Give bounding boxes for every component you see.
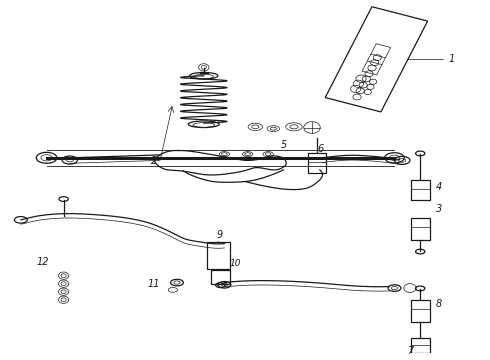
Text: 8: 8 bbox=[436, 299, 442, 309]
Text: 9: 9 bbox=[216, 230, 222, 240]
Bar bbox=[411, 338, 430, 353]
Text: 1: 1 bbox=[448, 54, 455, 64]
Bar bbox=[207, 242, 229, 269]
Text: 12: 12 bbox=[37, 257, 49, 267]
Bar bbox=[411, 180, 430, 200]
Text: 2: 2 bbox=[151, 157, 157, 166]
Text: 7: 7 bbox=[407, 346, 413, 356]
Text: 5: 5 bbox=[281, 140, 287, 150]
Bar bbox=[411, 218, 430, 240]
Bar bbox=[211, 270, 229, 284]
Text: 4: 4 bbox=[436, 182, 442, 192]
Text: 10: 10 bbox=[229, 259, 241, 268]
Bar bbox=[308, 153, 326, 173]
Text: 6: 6 bbox=[317, 144, 323, 154]
Bar bbox=[411, 300, 430, 322]
Text: 3: 3 bbox=[436, 204, 442, 214]
Text: 11: 11 bbox=[147, 279, 160, 289]
